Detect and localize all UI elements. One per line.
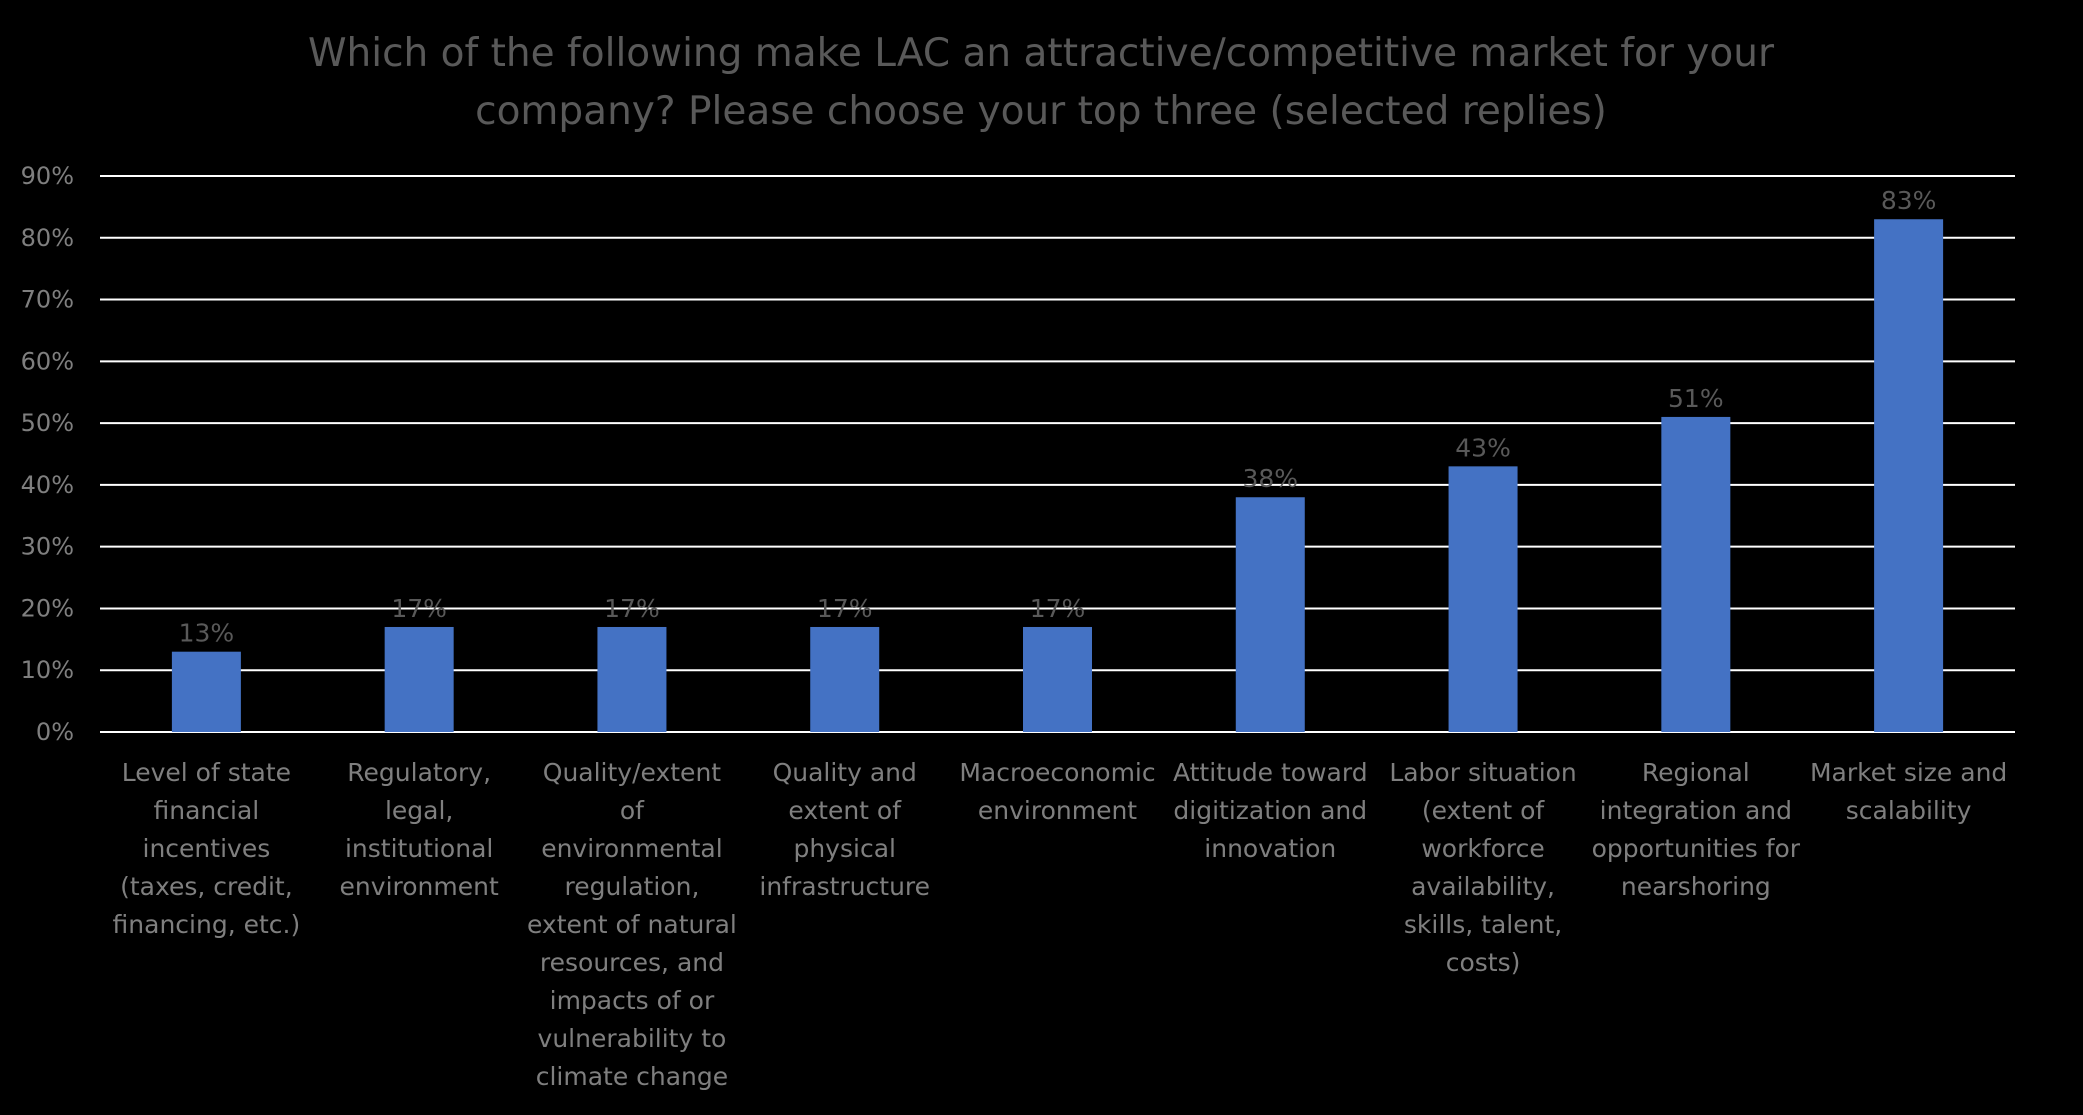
- chart-title-line: Which of the following make LAC an attra…: [308, 31, 1775, 76]
- x-category-label-line: incentives: [143, 834, 271, 863]
- y-tick-label: 10%: [21, 656, 74, 684]
- x-category-label: Macroeconomic environment: [959, 758, 1155, 825]
- y-tick-label: 30%: [21, 533, 74, 561]
- x-category-label: Regulatory, legal, institutional environmen…: [340, 758, 499, 901]
- x-category-label-line: workforce: [1421, 834, 1544, 863]
- data-label: 17%: [604, 594, 660, 623]
- bars: [171, 219, 1944, 732]
- x-category-label-line: extent of natural: [527, 910, 737, 939]
- x-category-label-line: nearshoring: [1621, 872, 1771, 901]
- x-category-label-line: digitization and: [1173, 796, 1367, 825]
- x-category-label-line: of: [620, 796, 645, 825]
- x-category-label-line: impacts of or: [550, 986, 715, 1015]
- bar: [597, 626, 667, 732]
- x-category-label-line: opportunities for: [1592, 834, 1801, 863]
- bar: [810, 626, 880, 732]
- x-category-label-line: regulation,: [564, 872, 699, 901]
- y-tick-label: 80%: [21, 224, 74, 252]
- y-axis-tick-labels: 0% 10% 20% 30% 40% 50% 60% 70% 80% 90%: [21, 162, 74, 746]
- x-category-label: Level of state financial incentives (taxes,…: [113, 758, 301, 939]
- data-label: 17%: [391, 594, 447, 623]
- y-tick-label: 0%: [36, 718, 74, 746]
- x-category-label: Quality and extent of physical infrastructu…: [759, 758, 930, 901]
- x-category-label: Regional integration and opportunities for…: [1592, 758, 1801, 901]
- x-category-label: Labor situation (extent of workforce availa…: [1389, 758, 1576, 977]
- x-category-label: Market size and scalability: [1810, 758, 2007, 825]
- x-category-label-line: (extent of: [1422, 796, 1546, 825]
- x-category-label-line: Level of state: [122, 758, 291, 787]
- x-category-label-line: infrastructure: [759, 872, 930, 901]
- x-category-label-line: Regulatory,: [347, 758, 491, 787]
- bar: [1661, 416, 1731, 732]
- x-category-label-line: integration and: [1600, 796, 1792, 825]
- data-label: 83%: [1881, 186, 1937, 215]
- x-category-label-line: physical: [793, 834, 896, 863]
- bar: [1235, 497, 1305, 732]
- x-axis-category-labels: Level of state financial incentives (taxes,…: [113, 758, 2008, 1091]
- y-tick-label: 40%: [21, 471, 74, 499]
- data-label: 17%: [1030, 594, 1086, 623]
- y-tick-label: 90%: [21, 162, 74, 190]
- bar: [171, 651, 241, 732]
- x-category-label-line: costs): [1446, 948, 1521, 977]
- chart-title: Which of the following make LAC an attra…: [308, 31, 1775, 134]
- x-category-label-line: legal,: [385, 796, 453, 825]
- chart-title-line: company? Please choose your top three (s…: [475, 89, 1607, 134]
- x-category-label: Attitude toward digitization and innovatio…: [1173, 758, 1368, 863]
- y-tick-label: 50%: [21, 409, 74, 437]
- y-tick-label: 20%: [21, 594, 74, 622]
- data-label: 17%: [817, 594, 873, 623]
- x-category-label-line: (taxes, credit,: [120, 872, 293, 901]
- data-label: 43%: [1455, 433, 1511, 462]
- x-category-label: Quality/extent of environmental regulation,…: [527, 758, 737, 1091]
- y-tick-label: 60%: [21, 347, 74, 375]
- x-category-label-line: environmental: [541, 834, 722, 863]
- x-category-label-line: institutional: [345, 834, 493, 863]
- x-category-label-line: financial: [154, 796, 260, 825]
- x-category-label-line: Regional: [1642, 758, 1750, 787]
- bar: [1023, 626, 1092, 732]
- bar: [384, 626, 454, 732]
- x-category-label-line: environment: [978, 796, 1137, 825]
- data-label: 51%: [1668, 384, 1724, 413]
- data-labels: 13% 17% 17% 17% 17% 38% 43% 51% 83%: [179, 186, 1937, 647]
- x-category-label-line: Attitude toward: [1173, 758, 1368, 787]
- x-category-label-line: Quality/extent: [543, 758, 722, 787]
- x-category-label-line: resources, and: [540, 948, 724, 977]
- x-category-label-line: climate change: [536, 1062, 728, 1091]
- x-category-label-line: Macroeconomic: [959, 758, 1155, 787]
- x-category-label-line: environment: [340, 872, 499, 901]
- x-category-label-line: innovation: [1204, 834, 1336, 863]
- x-category-label-line: Quality and: [773, 758, 917, 787]
- bar: [1448, 466, 1518, 732]
- x-category-label-line: scalability: [1846, 796, 1972, 825]
- x-category-label-line: availability,: [1411, 872, 1555, 901]
- x-category-label-line: skills, talent,: [1404, 910, 1562, 939]
- x-category-label-line: extent of: [788, 796, 902, 825]
- x-category-label-line: vulnerability to: [538, 1024, 727, 1053]
- x-category-label-line: financing, etc.): [113, 910, 301, 939]
- y-tick-label: 70%: [21, 286, 74, 314]
- x-category-label-line: Labor situation: [1389, 758, 1576, 787]
- data-label: 13%: [179, 619, 235, 648]
- data-label: 38%: [1242, 464, 1298, 493]
- bar: [1874, 219, 1944, 732]
- x-category-label-line: Market size and: [1810, 758, 2007, 787]
